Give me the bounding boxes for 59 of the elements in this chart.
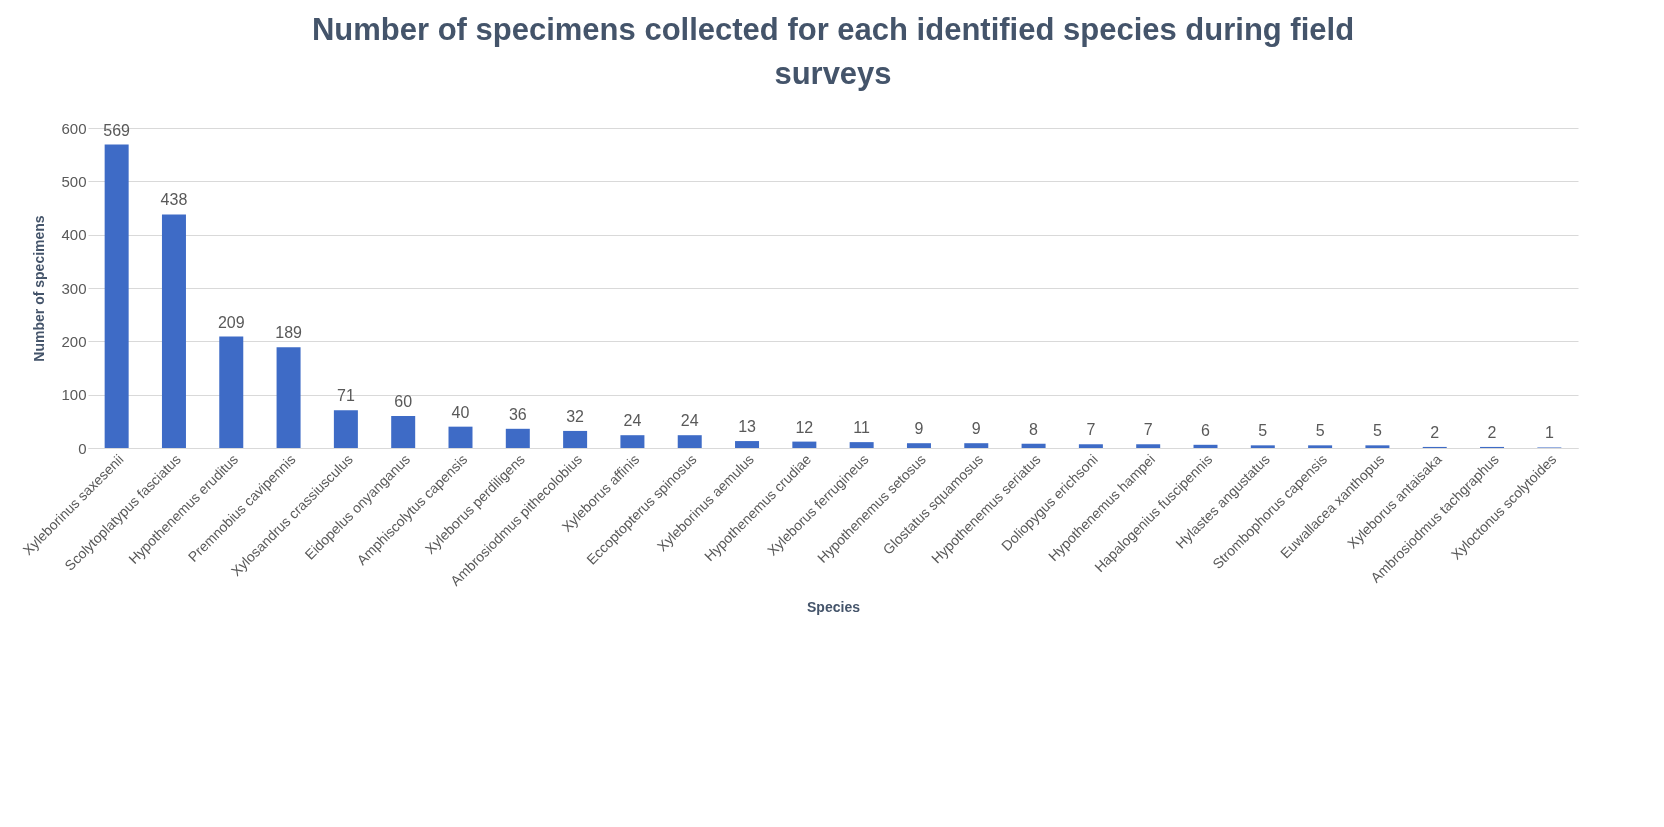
data-label: 209: [217, 313, 245, 331]
chart-title: Number of specimens collected for each identified species during field surveys: [311, 12, 1355, 91]
bar: [620, 435, 645, 448]
bar: [1021, 443, 1046, 448]
data-label: 11: [853, 419, 871, 437]
data-label: 7: [1086, 421, 1096, 439]
data-label: 9: [914, 420, 924, 438]
bar: [1193, 444, 1218, 448]
y-tick-label: 300: [61, 279, 87, 297]
bar: [792, 441, 817, 448]
y-tick-label: 0: [78, 439, 87, 457]
bar: [161, 214, 186, 448]
bar: [1136, 444, 1161, 448]
bar: [448, 426, 473, 448]
bar: [1365, 445, 1390, 448]
bar: [276, 347, 301, 448]
data-label: 5: [1258, 422, 1268, 440]
bar: [219, 336, 244, 448]
y-tick-label: 200: [61, 332, 87, 350]
bar: [505, 428, 530, 448]
data-label: 8: [1029, 420, 1039, 438]
bar: [735, 441, 760, 448]
data-label: 36: [508, 405, 527, 423]
bar: [1078, 444, 1103, 448]
data-label: 438: [160, 191, 188, 209]
y-axis-title: Number of specimens: [31, 215, 48, 362]
data-label: 12: [795, 418, 814, 436]
data-label: 2: [1430, 423, 1440, 441]
data-label: 7: [1143, 421, 1153, 439]
bar: [906, 443, 931, 448]
data-label: 5: [1315, 422, 1325, 440]
bar: [333, 410, 358, 448]
bar: [563, 430, 588, 448]
data-label: 189: [275, 324, 303, 342]
bar: [104, 144, 129, 448]
data-label: 24: [680, 412, 699, 430]
bar: [391, 416, 416, 448]
data-label: 13: [738, 418, 757, 436]
y-tick-label: 400: [61, 226, 87, 244]
data-label: 569: [103, 121, 131, 139]
bar: [677, 435, 702, 448]
data-label: 71: [336, 387, 355, 405]
y-tick-label: 500: [61, 172, 87, 190]
data-label: 40: [451, 403, 470, 421]
data-label: 5: [1372, 422, 1382, 440]
y-tick-label: 100: [61, 386, 87, 404]
data-label: 1: [1544, 424, 1554, 442]
data-label: 24: [623, 412, 642, 430]
bar: [1308, 445, 1333, 448]
data-label: 9: [971, 420, 981, 438]
data-label: 6: [1201, 421, 1211, 439]
bar: [1250, 445, 1275, 448]
data-label: 32: [566, 407, 585, 425]
data-label: 60: [394, 393, 413, 410]
bar: [849, 442, 874, 448]
data-label: 2: [1487, 423, 1497, 441]
y-tick-label: 600: [61, 119, 87, 137]
x-axis-title: Species: [807, 598, 861, 615]
bar: [964, 443, 989, 448]
